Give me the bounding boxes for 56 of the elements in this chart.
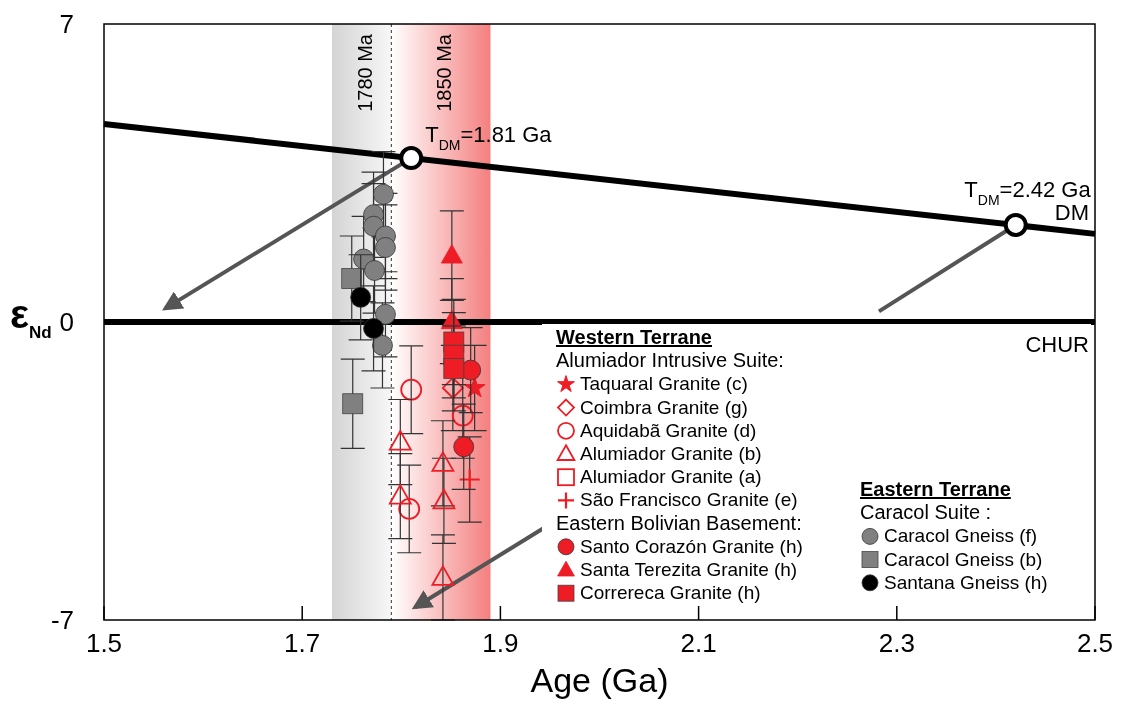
- y-tick-label: -7: [50, 605, 74, 635]
- point: [1003, 212, 1028, 237]
- legend-label: Aquidabã Granite (d): [580, 419, 757, 441]
- point: [364, 260, 385, 281]
- legend-label: Correreca Granite (h): [580, 582, 761, 604]
- band-label: 1850 Ma: [432, 33, 455, 112]
- annotation: Alumiador Intrusive Suite:: [556, 349, 784, 372]
- point: [388, 484, 412, 505]
- point: [375, 303, 396, 325]
- x-tick-label: 2.5: [1076, 628, 1114, 658]
- point: [431, 451, 455, 472]
- point: [350, 286, 372, 308]
- legend-label: Caracol Gneiss (f): [884, 525, 1038, 547]
- legend-label: Coimbra Granite (g): [580, 396, 748, 418]
- point: [341, 268, 363, 289]
- legend-label: Santana Gneiss (h): [884, 571, 1048, 593]
- point: [363, 317, 384, 339]
- annotation: Western Terrane: [556, 326, 712, 348]
- annotation: Caracol Suite :: [860, 501, 992, 524]
- x-tick-label: 2.1: [680, 628, 717, 658]
- point: [373, 183, 394, 205]
- point: [432, 488, 456, 510]
- point: [453, 436, 475, 458]
- point: [443, 358, 465, 379]
- annotation: Eastern Terrane: [860, 478, 1011, 500]
- point: [342, 393, 364, 415]
- x-axis-title: Age (Ga): [530, 661, 669, 699]
- point: [441, 377, 464, 399]
- legend-label: Alumiador Granite (a): [580, 466, 762, 488]
- x-tick-label: 1.5: [85, 628, 123, 658]
- point: [388, 430, 412, 451]
- legend-label: Santa Terezita Granite (h): [580, 559, 798, 580]
- x-tick-label: 2.3: [878, 628, 915, 658]
- point: [458, 468, 481, 491]
- point: [451, 404, 474, 427]
- point: [398, 497, 421, 520]
- point: [440, 244, 463, 264]
- ref-line-label: CHUR: [1025, 332, 1089, 357]
- annotation: T$_{DM}$=1.81 Ga: [425, 122, 553, 154]
- legend-label: Alumiador Granite (b): [580, 443, 762, 464]
- point: [372, 335, 393, 356]
- point: [400, 378, 423, 401]
- y-tick-label: 7: [59, 9, 74, 39]
- legend-label: Caracol Gneiss (b): [884, 548, 1043, 570]
- point: [431, 565, 455, 586]
- annotation: Eastern Bolivian Basement:: [556, 511, 802, 534]
- y-tick-label: 0: [59, 307, 74, 337]
- band-label: 1780 Ma: [353, 33, 376, 112]
- legend-label: Santo Corazón Granite (h): [580, 535, 803, 557]
- point: [375, 237, 396, 258]
- y-axis-title: ε$_{Nd}$: [10, 292, 52, 342]
- point: [399, 146, 424, 171]
- x-tick-label: 1.9: [482, 628, 519, 658]
- legend-label: Taquaral Granite (c): [580, 373, 748, 395]
- x-tick-label: 1.7: [284, 628, 321, 658]
- legend-label: São Francisco Granite (e): [580, 489, 798, 511]
